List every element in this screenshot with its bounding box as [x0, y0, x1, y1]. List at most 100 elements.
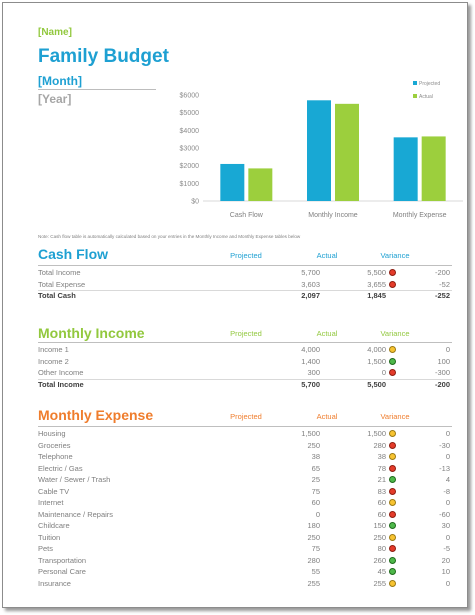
legend-label: Projected: [419, 81, 440, 87]
x-tick-label: Cash Flow: [230, 212, 264, 219]
row-label: Telephone: [38, 452, 73, 461]
status-green-icon: [389, 357, 396, 365]
legend-swatch: [413, 81, 417, 85]
table-row: Insurance 255 255 0: [38, 579, 452, 591]
actual-value[interactable]: 255: [373, 578, 386, 588]
row-label: Total Cash: [38, 291, 76, 300]
actual-value[interactable]: 78: [377, 463, 386, 473]
row-label: Personal Care: [38, 567, 86, 576]
bar-actual: [421, 136, 446, 201]
variance-value: -200: [434, 379, 450, 389]
section-title-expense: Monthly Expense: [38, 407, 154, 423]
status-red-icon: [389, 441, 396, 449]
actual-value[interactable]: 83: [377, 486, 386, 496]
projected-value[interactable]: 0: [315, 509, 320, 519]
variance-value: -60: [439, 509, 450, 519]
variance-value: 10: [441, 567, 450, 576]
legend-swatch: [413, 94, 417, 98]
projected-value[interactable]: 280: [307, 555, 320, 565]
bar-projected: [220, 163, 245, 201]
name-field[interactable]: [Name]: [38, 27, 72, 38]
row-label: Other Income: [38, 368, 84, 377]
y-tick-label: $5000: [180, 110, 200, 117]
row-label: Total Income: [38, 268, 81, 277]
status-green-icon: [389, 522, 396, 529]
x-tick-label: Monthly Expense: [393, 212, 447, 219]
variance-value: 0: [445, 452, 450, 461]
section-divider: [38, 426, 452, 427]
cash-flow-note: Note: Cash flow table is automatically c…: [38, 234, 301, 239]
page-title: Family Budget: [38, 46, 169, 67]
actual-value[interactable]: 150: [373, 521, 386, 530]
col-header-actual: Actual: [316, 251, 338, 260]
variance-value: -52: [439, 279, 450, 289]
projected-value[interactable]: 1,500: [301, 429, 320, 438]
actual-value[interactable]: 280: [373, 440, 386, 450]
row-label: Maintenance / Repairs: [38, 509, 114, 519]
table-row: Electric / Gas 65 78 -13: [38, 464, 452, 476]
actual-value[interactable]: 80: [377, 544, 386, 553]
actual-value[interactable]: 21: [377, 475, 386, 484]
row-label: Insurance: [38, 578, 71, 588]
actual-value: 5,500: [367, 379, 386, 389]
y-tick-label: $4000: [180, 128, 200, 135]
actual-value[interactable]: 5,500: [367, 268, 386, 277]
row-label: Electric / Gas: [38, 463, 83, 473]
budget-chart: $0 $1000 $2000 $3000 $4000 $5000 $6000 Cash Flo…: [180, 81, 463, 219]
table-row: Telephone 38 38 0: [38, 452, 452, 464]
col-header-variance: Variance: [380, 412, 410, 421]
variance-value: -252: [434, 291, 450, 300]
actual-value[interactable]: 1,500: [367, 429, 386, 438]
table-row: Income 2 1,400 1,500 100: [38, 357, 452, 369]
status-red-icon: [389, 464, 396, 472]
table-row: Total Income 5,700 5,500 -200: [38, 268, 452, 280]
projected-value[interactable]: 250: [307, 532, 320, 542]
actual-value[interactable]: 260: [373, 555, 386, 565]
projected-value[interactable]: 60: [311, 498, 320, 507]
month-field[interactable]: [Month]: [38, 74, 82, 88]
actual-value[interactable]: 60: [377, 509, 386, 519]
projected-value[interactable]: 38: [311, 452, 320, 461]
row-label: Childcare: [38, 521, 70, 530]
y-tick-label: $3000: [180, 146, 200, 153]
projected-value[interactable]: 300: [307, 368, 320, 377]
projected-value[interactable]: 25: [311, 475, 320, 484]
variance-value: 0: [445, 429, 450, 438]
row-label: Income 1: [38, 345, 69, 354]
actual-value[interactable]: 4,000: [367, 345, 386, 354]
projected-value[interactable]: 255: [307, 578, 320, 588]
status-yellow-icon: [389, 346, 396, 353]
projected-value[interactable]: 250: [307, 440, 320, 450]
row-label: Tuition: [38, 532, 61, 542]
year-field[interactable]: [Year]: [38, 92, 72, 106]
budget-page: [Name] Family Budget [Month] [Year] $0 $1…: [2, 2, 468, 608]
projected-value[interactable]: 75: [311, 544, 320, 553]
actual-value[interactable]: 0: [381, 368, 386, 377]
status-red-icon: [389, 369, 396, 376]
variance-value: 0: [445, 345, 450, 354]
actual-value[interactable]: 3,655: [367, 279, 386, 289]
projected-value[interactable]: 4,000: [301, 345, 320, 354]
bar-projected: [307, 100, 331, 201]
variance-value: 4: [445, 475, 450, 484]
section-divider: [38, 342, 452, 343]
status-green-icon: [389, 556, 396, 564]
projected-value[interactable]: 3,603: [301, 279, 320, 289]
actual-value[interactable]: 60: [377, 498, 386, 507]
actual-value[interactable]: 250: [373, 532, 386, 542]
projected-value: 5,700: [301, 379, 320, 389]
actual-value[interactable]: 38: [377, 452, 386, 461]
projected-value[interactable]: 65: [311, 463, 320, 473]
y-tick-label: $1000: [180, 181, 200, 188]
variance-value: 20: [441, 555, 450, 565]
projected-value[interactable]: 5,700: [301, 268, 320, 277]
projected-value[interactable]: 75: [311, 486, 320, 496]
table-row: Income 1 4,000 4,000 0: [38, 345, 452, 357]
total-row: Total Cash 2,097 1,845 -252: [38, 291, 452, 303]
col-header-projected: Projected: [230, 412, 262, 421]
actual-value[interactable]: 1,500: [367, 356, 386, 366]
projected-value[interactable]: 180: [307, 521, 320, 530]
projected-value[interactable]: 1,400: [301, 356, 320, 366]
actual-value[interactable]: 45: [377, 567, 386, 576]
projected-value[interactable]: 55: [311, 567, 320, 576]
